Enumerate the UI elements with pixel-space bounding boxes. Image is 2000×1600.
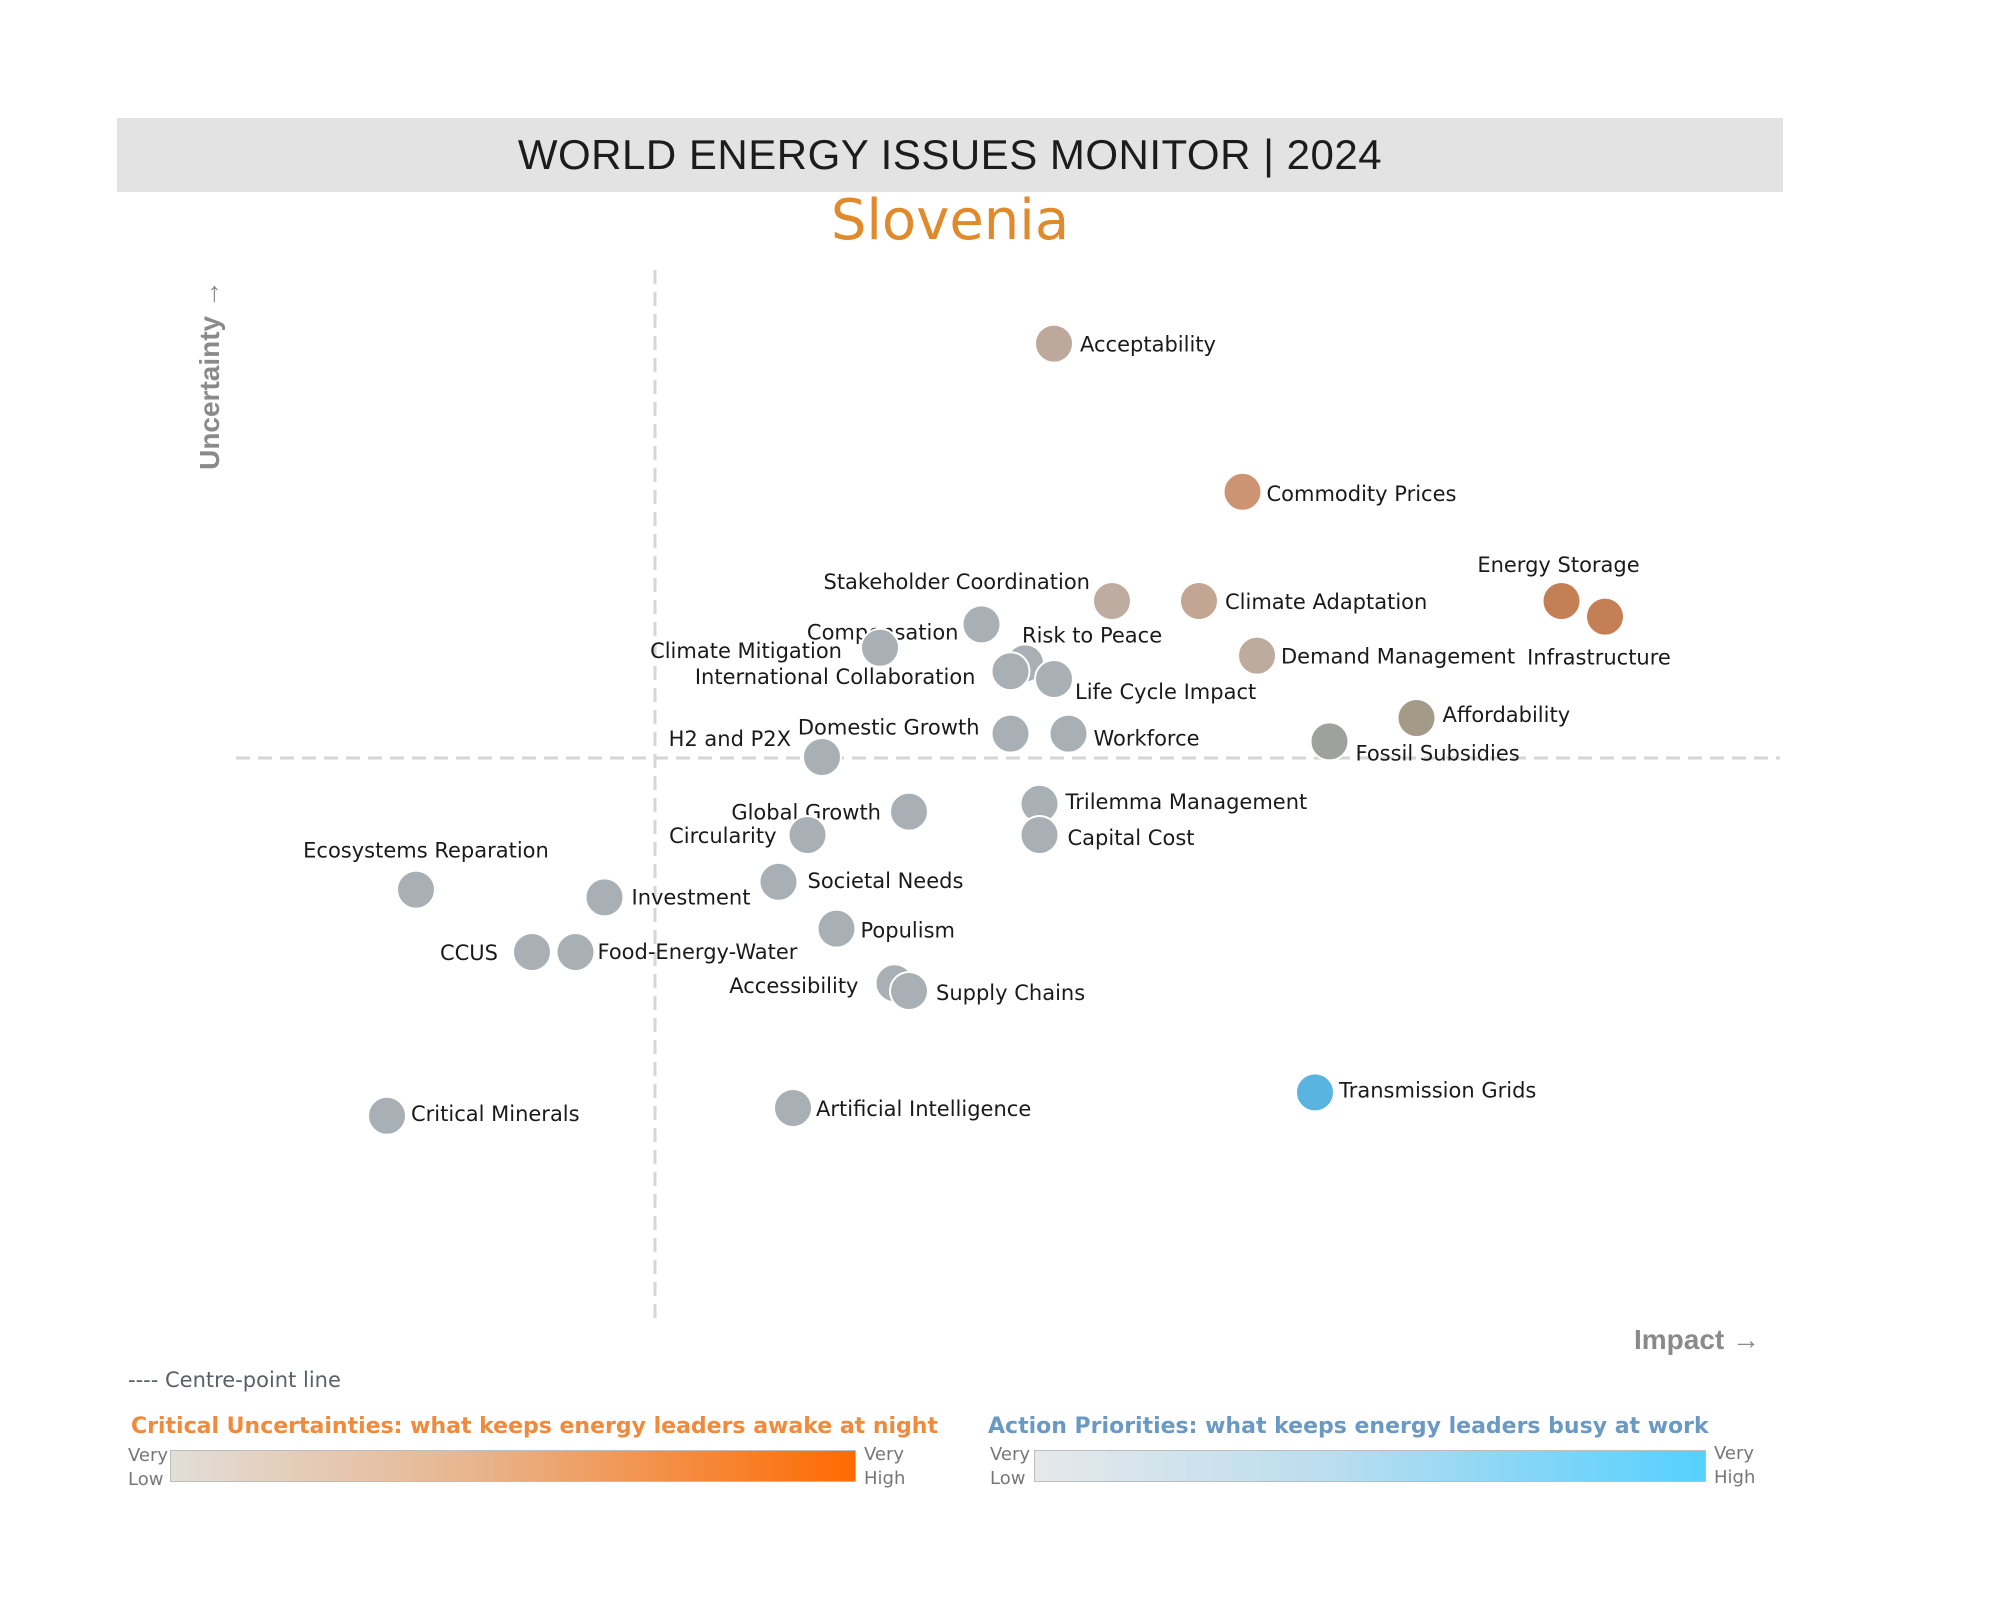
data-point-label: Life Cycle Impact — [1075, 680, 1256, 704]
uncertainty-scale-low: Very Low — [128, 1444, 168, 1492]
data-point-label: Affordability — [1443, 703, 1571, 727]
data-point-label: Climate Mitigation — [650, 639, 842, 663]
data-point-label: Supply Chains — [936, 981, 1085, 1005]
data-point — [889, 971, 929, 1011]
data-point — [1295, 1072, 1335, 1113]
data-points: Acceptability Commodity Prices Energy Stor… — [303, 323, 1671, 1136]
data-point-label: Infrastructure — [1527, 646, 1671, 670]
scale-low-word-1: Very — [990, 1444, 1031, 1465]
data-point-label: Acceptability — [1080, 333, 1216, 357]
data-point-label: Demand Management — [1281, 645, 1515, 669]
data-point — [1585, 596, 1625, 637]
data-point-label: Trilemma Management — [1065, 790, 1308, 814]
scale-high-word-2: High — [1714, 1467, 1756, 1488]
data-point — [1541, 581, 1582, 621]
data-point — [1396, 698, 1437, 738]
data-point — [1222, 471, 1263, 512]
data-point — [990, 713, 1031, 754]
data-point — [512, 932, 552, 972]
data-point-label: Populism — [861, 919, 955, 943]
priorities-legend-title: Action Priorities: what keeps energy lea… — [988, 1414, 1709, 1439]
data-point-label: Ecosystems Reparation — [303, 839, 549, 863]
data-point — [584, 877, 625, 918]
uncertainty-scale-high: Very High — [864, 1443, 905, 1491]
scale-high-word-1: Very — [864, 1444, 905, 1465]
data-point-label: Circularity — [669, 824, 776, 848]
data-point-label: H2 and P2X — [669, 727, 791, 751]
data-point-label: Commodity Prices — [1267, 482, 1457, 506]
data-point — [990, 651, 1031, 692]
data-point-label: Fossil Subsidies — [1356, 741, 1520, 765]
data-point — [1179, 581, 1219, 621]
uncertainty-gradient-bar — [170, 1450, 856, 1482]
scale-low-word-2: Low — [128, 1469, 164, 1490]
data-point-label: Investment — [632, 885, 751, 909]
data-point — [1309, 721, 1350, 762]
data-point-label: Capital Cost — [1068, 826, 1195, 850]
data-point — [367, 1095, 407, 1136]
data-point — [773, 1088, 813, 1128]
data-point — [1237, 635, 1277, 676]
data-point-label: Workforce — [1094, 727, 1200, 751]
data-point-label: Critical Minerals — [411, 1102, 580, 1126]
data-point — [1048, 713, 1089, 754]
data-point — [1092, 581, 1132, 621]
y-axis-label: Uncertainty → — [194, 280, 225, 470]
x-axis-label: Impact → — [1634, 1324, 1760, 1355]
data-point — [396, 869, 436, 910]
page-title: WORLD ENERGY ISSUES MONITOR | 2024 — [517, 131, 1383, 178]
data-point — [1034, 323, 1074, 364]
data-point — [961, 604, 1002, 645]
country-title: Slovenia — [830, 188, 1070, 253]
data-point — [1019, 815, 1060, 855]
data-point-label: Climate Adaptation — [1225, 590, 1427, 614]
data-point — [555, 932, 596, 972]
data-point-label: Societal Needs — [808, 869, 964, 893]
data-point — [758, 861, 799, 902]
uncertainties-legend-title: Critical Uncertainties: what keeps energ… — [131, 1414, 938, 1439]
data-point-label: Food-Energy-Water — [598, 940, 798, 964]
data-point-label: Accessibility — [729, 974, 858, 998]
data-point-label: International Collaboration — [695, 665, 976, 689]
scale-high-word-2: High — [864, 1468, 906, 1489]
priority-gradient-bar — [1034, 1450, 1706, 1482]
data-point — [802, 737, 842, 777]
data-point — [889, 791, 929, 832]
data-point-label: Domestic Growth — [798, 716, 980, 740]
scale-low-word-1: Very — [128, 1445, 169, 1466]
data-point — [860, 627, 900, 668]
data-point-label: Energy Storage — [1477, 553, 1639, 577]
data-point-label: CCUS — [440, 941, 498, 965]
data-point-label: Artificial Intelligence — [816, 1097, 1031, 1121]
data-point-label: Transmission Grids — [1338, 1078, 1536, 1102]
scale-low-word-2: Low — [990, 1468, 1026, 1489]
data-point — [1034, 659, 1074, 699]
priority-scale-high: Very High — [1714, 1442, 1755, 1490]
scale-high-word-1: Very — [1714, 1443, 1755, 1464]
title-banner: WORLD ENERGY ISSUES MONITOR | 2024 — [117, 118, 1783, 192]
centre-line-note: ---- Centre-point line — [128, 1368, 341, 1392]
data-point — [787, 815, 828, 855]
data-point — [816, 908, 857, 949]
data-point-label: Stakeholder Coordination — [823, 570, 1090, 594]
data-point-label: Risk to Peace — [1022, 623, 1162, 647]
priority-scale-low: Very Low — [990, 1443, 1030, 1491]
